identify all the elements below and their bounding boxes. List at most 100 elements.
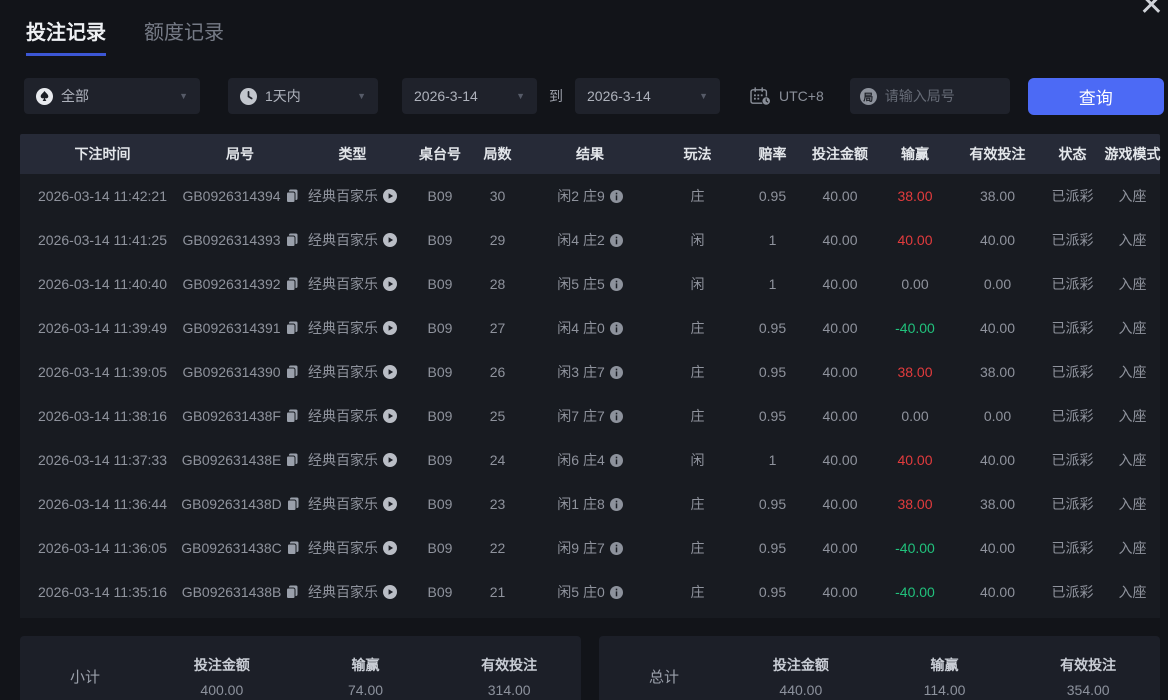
copy-icon[interactable] [286,453,298,467]
play-icon[interactable] [383,497,397,511]
cell-play: 庄 [690,584,705,600]
info-icon[interactable] [609,541,623,555]
cell-round-no: 30 [489,188,506,204]
stat-value: 114.00 [923,681,966,698]
play-icon[interactable] [383,321,397,335]
cell-odds: 0.95 [758,584,787,600]
info-icon[interactable] [609,189,623,203]
table-row[interactable]: 2026-03-14 11:39:05 GB0926314390 经典百家乐 B… [20,350,1160,394]
chevron-down-icon: ▼ [699,91,708,101]
cell-round-id: GB0926314390 [182,364,298,380]
copy-icon[interactable] [285,277,298,291]
cell-odds: 0.95 [758,540,787,556]
cell-status: 已派彩 [1051,496,1094,512]
table-row[interactable]: 2026-03-14 11:38:16 GB092631438F 经典百家乐 B… [20,394,1160,438]
table-row[interactable]: 2026-03-14 11:35:16 GB092631438B 经典百家乐 B… [20,570,1160,614]
copy-icon[interactable] [285,233,298,247]
game-type-dropdown[interactable]: 全部 ▼ [24,78,200,114]
cell-result: 闲1 庄8 [525,494,655,514]
cell-result: 闲4 庄0 [525,318,655,338]
copy-icon[interactable] [286,541,299,555]
table-row[interactable]: 2026-03-14 11:39:49 GB0926314391 经典百家乐 B… [20,306,1160,350]
close-icon[interactable]: ✕ [1138,0,1164,22]
play-icon[interactable] [383,277,397,291]
total-panel: 总计 投注金额 440.00 输赢 114.00 有效投注 354.00 [599,636,1160,700]
copy-icon[interactable] [286,497,299,511]
info-icon[interactable] [609,321,623,335]
cell-table-no: B09 [427,232,453,248]
date-to-picker[interactable]: 2026-3-14 ▼ [575,78,720,114]
play-icon[interactable] [383,585,397,599]
stat-label: 输赢 [930,656,959,673]
cell-table-no: B09 [427,276,453,292]
play-icon[interactable] [383,409,397,423]
cell-bet-amount: 40.00 [822,496,858,512]
cell-bet-amount: 40.00 [822,408,858,424]
info-icon[interactable] [609,409,623,423]
subtotal-win-loss: 输赢 74.00 [294,655,438,698]
cell-round-id: GB0926314391 [182,320,298,336]
table-header-row: 下注时间 局号 类型 桌台号 局数 结果 玩法 赔率 投注金额 输赢 有效投注 状态 游戏模式 [20,134,1161,174]
play-icon[interactable] [383,541,397,555]
cell-game-type: 经典百家乐 [295,406,410,426]
cell-game-mode: 入座 [1118,188,1147,204]
column-header: 局数 [483,146,512,162]
play-icon[interactable] [383,365,397,379]
cell-valid-bet: 40.00 [979,584,1016,600]
cell-odds: 0.95 [758,320,787,336]
play-icon[interactable] [383,189,397,203]
cell-status: 已派彩 [1051,584,1094,600]
play-icon[interactable] [383,453,397,467]
cell-bet-time: 2026-03-14 11:36:05 [38,540,167,556]
cell-game-mode: 入座 [1118,232,1147,248]
copy-icon[interactable] [285,321,298,335]
column-header: 桌台号 [419,146,461,162]
cell-win-loss: 38.00 [897,188,933,204]
cell-bet-time: 2026-03-14 11:42:21 [38,188,167,204]
round-search-input[interactable] [884,88,1000,104]
stat-label: 投注金额 [193,656,250,673]
info-icon[interactable] [609,365,623,379]
round-search-box[interactable]: 局 [849,78,1010,114]
cell-game-mode: 入座 [1118,364,1147,380]
cell-game-type: 经典百家乐 [295,318,410,338]
info-icon[interactable] [609,233,623,247]
column-header: 投注金额 [812,146,868,162]
cell-bet-time: 2026-03-14 11:36:44 [38,496,167,512]
copy-icon[interactable] [285,189,298,203]
cell-table-no: B09 [427,496,453,512]
cell-game-type: 经典百家乐 [295,186,410,206]
cell-round-id: GB092631438E [182,452,298,468]
cell-valid-bet: 0.00 [983,408,1012,424]
cell-play: 庄 [690,188,705,204]
tab-quota-records[interactable]: 额度记录 [144,22,224,44]
tab-bet-records[interactable]: 投注记录 [26,16,106,56]
info-icon[interactable] [609,585,623,599]
table-row[interactable]: 2026-03-14 11:40:40 GB0926314392 经典百家乐 B… [20,262,1160,306]
cell-valid-bet: 38.00 [979,364,1016,380]
cell-play: 庄 [690,320,705,336]
query-button[interactable]: 查询 [1027,77,1164,115]
total-bet-amount: 投注金额 440.00 [729,655,873,698]
play-icon[interactable] [383,233,397,247]
info-icon[interactable] [609,453,623,467]
info-icon[interactable] [609,497,623,511]
info-icon[interactable] [609,277,623,291]
date-from-picker[interactable]: 2026-3-14 ▼ [402,78,537,114]
cell-game-type: 经典百家乐 [295,274,410,294]
table-row[interactable]: 2026-03-14 11:37:33 GB092631438E 经典百家乐 B… [20,438,1160,482]
table-row[interactable]: 2026-03-14 11:36:44 GB092631438D 经典百家乐 B… [20,482,1160,526]
copy-icon[interactable] [285,409,298,423]
copy-icon[interactable] [286,585,298,599]
table-row[interactable]: 2026-03-14 11:42:21 GB0926314394 经典百家乐 B… [20,174,1160,218]
cell-odds: 1 [768,232,777,248]
table-row[interactable]: 2026-03-14 11:41:25 GB0926314393 经典百家乐 B… [20,218,1160,262]
cell-status: 已派彩 [1051,540,1094,556]
cell-play: 闲 [690,452,705,468]
table-row[interactable]: 2026-03-14 11:36:05 GB092631438C 经典百家乐 B… [20,526,1160,570]
time-range-dropdown[interactable]: 1天内 ▼ [228,78,378,114]
cell-round-no: 27 [489,320,506,336]
stat-label: 投注金额 [772,656,829,673]
copy-icon[interactable] [285,365,298,379]
cell-bet-time: 2026-03-14 11:39:05 [38,364,167,380]
